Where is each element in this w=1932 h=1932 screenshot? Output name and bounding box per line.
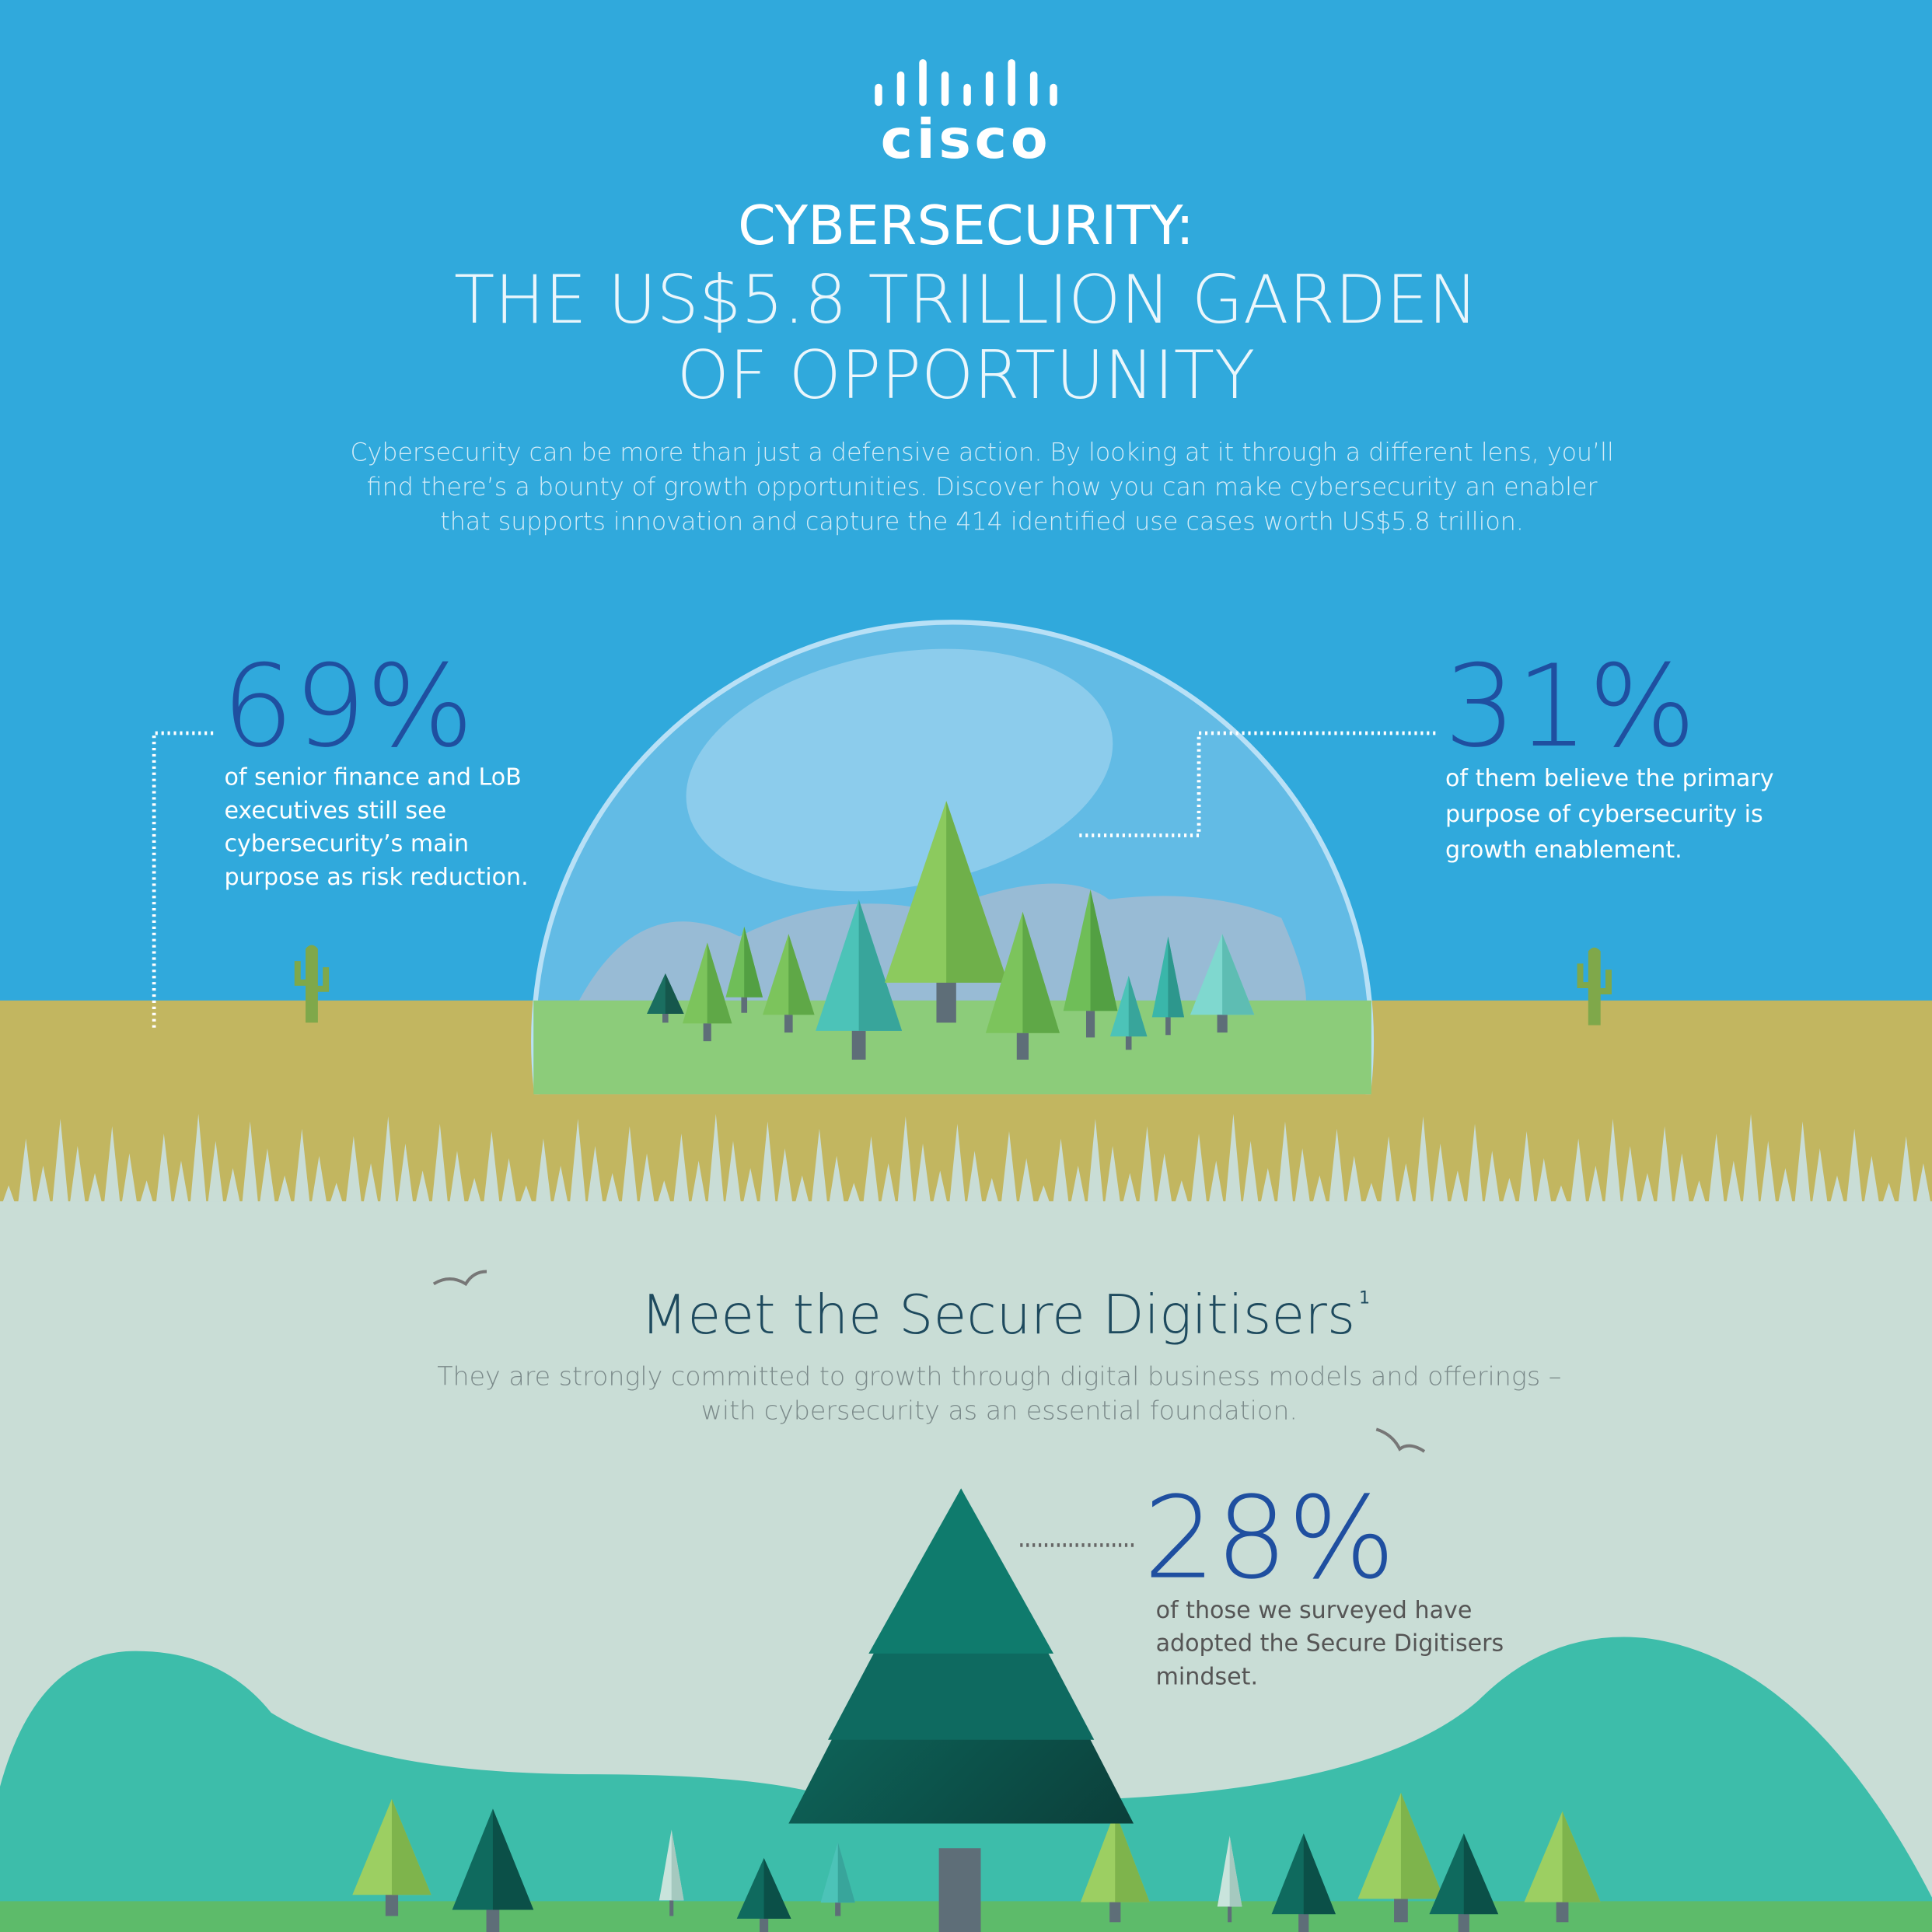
dome-highlight xyxy=(686,648,1113,892)
subtitle: THE US$5.8 TRILLION GARDEN xyxy=(454,262,1478,339)
tree xyxy=(1080,1811,1150,1923)
stat-figure: 28% xyxy=(1144,1473,1396,1605)
stat-figure: 31% xyxy=(1444,641,1696,773)
stat-text: growth enablement. xyxy=(1445,837,1682,864)
section-text: with cybersecurity as an essential found… xyxy=(701,1396,1298,1426)
footnote-mark: 1 xyxy=(1359,1288,1370,1308)
intro: that supports innovation and capture the… xyxy=(440,508,1524,536)
stat-text: cybersecurity’s main xyxy=(224,830,469,858)
stat-text: adopted the Secure Digitisers xyxy=(1156,1630,1504,1658)
intro: Cybersecurity can be more than just a de… xyxy=(350,439,1613,467)
stat-text: purpose as risk reduction. xyxy=(224,864,528,891)
cactus xyxy=(1577,947,1612,1025)
trees xyxy=(294,801,1612,1932)
tree xyxy=(1217,1836,1242,1923)
tree xyxy=(736,1857,791,1932)
connectors xyxy=(152,731,1436,1547)
bird xyxy=(432,1270,487,1287)
tree xyxy=(352,1798,431,1916)
bird xyxy=(1375,1427,1426,1453)
logo-bars xyxy=(875,59,1057,107)
tree xyxy=(816,899,903,1060)
section-title: Meet the Secure Digitisers xyxy=(641,1284,1355,1347)
tree xyxy=(985,911,1060,1060)
stat-text: mindset. xyxy=(1156,1663,1258,1690)
stat-text: of those we surveyed have xyxy=(1156,1597,1473,1624)
subtitle: OF OPPORTUNITY xyxy=(677,337,1256,414)
stat-text: executives still see xyxy=(224,797,446,824)
stat-figure: 69% xyxy=(222,641,473,773)
intro: find there’s a bounty of growth opportun… xyxy=(367,473,1598,501)
title: CYBERSECURITY: xyxy=(738,194,1194,257)
big-tree xyxy=(788,1488,1134,1932)
stat-text: of senior finance and LoB xyxy=(224,764,521,791)
section-text: They are strongly committed to growth th… xyxy=(437,1361,1561,1391)
tree xyxy=(725,926,763,1013)
logo-text: cisco xyxy=(881,108,1052,171)
stat-text: of them believe the primary xyxy=(1445,765,1774,792)
tree xyxy=(659,1829,684,1916)
stat-text: purpose of cybersecurity is xyxy=(1445,801,1763,828)
cactus xyxy=(294,945,330,1023)
